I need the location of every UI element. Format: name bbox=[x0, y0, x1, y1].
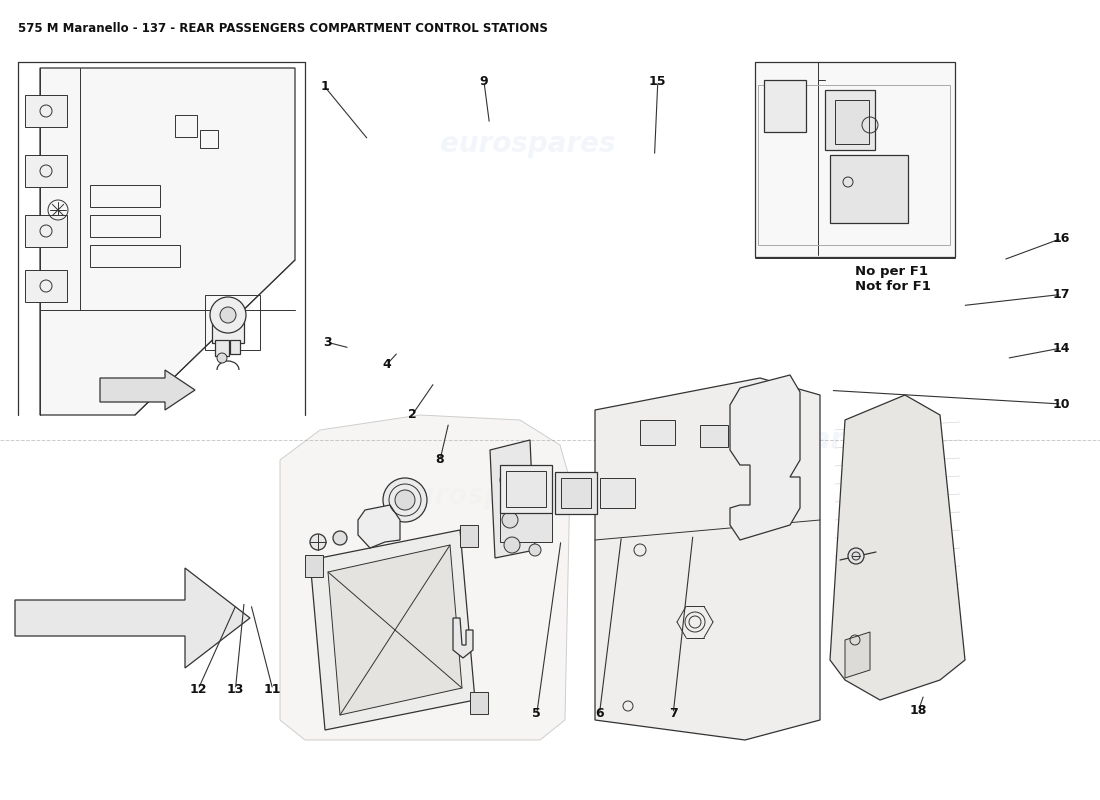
Bar bbox=[500, 512, 552, 542]
Polygon shape bbox=[453, 618, 473, 658]
Text: 13: 13 bbox=[227, 683, 244, 696]
Polygon shape bbox=[100, 370, 195, 410]
Bar bbox=[25, 95, 67, 127]
Text: 2: 2 bbox=[408, 408, 417, 421]
Bar bbox=[25, 215, 67, 247]
Circle shape bbox=[217, 353, 227, 363]
Bar bbox=[200, 130, 218, 148]
Circle shape bbox=[210, 297, 246, 333]
Bar bbox=[212, 315, 244, 343]
Circle shape bbox=[310, 534, 326, 550]
Text: 10: 10 bbox=[1053, 398, 1070, 410]
Text: eurospares: eurospares bbox=[704, 426, 880, 454]
Bar bbox=[556, 472, 597, 514]
Circle shape bbox=[500, 470, 520, 490]
Text: 14: 14 bbox=[1053, 342, 1070, 354]
Text: 7: 7 bbox=[669, 707, 678, 720]
Polygon shape bbox=[310, 530, 475, 730]
Polygon shape bbox=[40, 68, 295, 415]
Bar bbox=[825, 90, 874, 150]
Bar bbox=[460, 525, 478, 547]
Text: 8: 8 bbox=[436, 454, 444, 466]
Bar bbox=[214, 340, 229, 356]
Polygon shape bbox=[328, 545, 462, 715]
Bar bbox=[470, 692, 488, 714]
Text: 3: 3 bbox=[323, 336, 332, 349]
Bar bbox=[90, 245, 180, 267]
Circle shape bbox=[848, 548, 864, 564]
Bar bbox=[506, 471, 546, 507]
Bar bbox=[755, 62, 955, 257]
Bar bbox=[90, 185, 160, 207]
Text: eurospares: eurospares bbox=[77, 290, 253, 318]
Circle shape bbox=[220, 307, 236, 323]
Text: 11: 11 bbox=[264, 683, 282, 696]
Polygon shape bbox=[15, 568, 250, 668]
Polygon shape bbox=[358, 505, 400, 548]
Text: 5: 5 bbox=[532, 707, 541, 720]
Bar bbox=[230, 340, 240, 354]
Text: 1: 1 bbox=[320, 80, 329, 93]
Bar bbox=[700, 425, 728, 447]
Circle shape bbox=[529, 544, 541, 556]
Bar bbox=[500, 465, 552, 513]
Text: eurospares: eurospares bbox=[77, 130, 253, 158]
Text: No per F1
Not for F1: No per F1 Not for F1 bbox=[855, 265, 931, 293]
Polygon shape bbox=[595, 378, 820, 740]
Circle shape bbox=[383, 478, 427, 522]
Polygon shape bbox=[845, 632, 870, 678]
Bar bbox=[758, 85, 950, 245]
Circle shape bbox=[502, 512, 518, 528]
Text: 12: 12 bbox=[189, 683, 207, 696]
Circle shape bbox=[333, 531, 346, 545]
Bar bbox=[830, 155, 908, 223]
Circle shape bbox=[504, 537, 520, 553]
Bar bbox=[25, 155, 67, 187]
Circle shape bbox=[395, 490, 415, 510]
Bar bbox=[600, 478, 635, 508]
Bar bbox=[205, 295, 260, 350]
Polygon shape bbox=[280, 415, 570, 740]
Polygon shape bbox=[830, 395, 965, 700]
Polygon shape bbox=[730, 375, 800, 540]
Text: 6: 6 bbox=[595, 707, 604, 720]
Text: 4: 4 bbox=[383, 358, 392, 370]
Bar bbox=[835, 100, 869, 144]
Bar bbox=[25, 270, 67, 302]
Text: 575 M Maranello - 137 - REAR PASSENGERS COMPARTMENT CONTROL STATIONS: 575 M Maranello - 137 - REAR PASSENGERS … bbox=[18, 22, 548, 35]
Text: eurospares: eurospares bbox=[440, 130, 616, 158]
Text: 18: 18 bbox=[910, 704, 927, 717]
Bar bbox=[305, 555, 323, 577]
Circle shape bbox=[852, 552, 860, 560]
Bar bbox=[90, 215, 160, 237]
Polygon shape bbox=[490, 440, 535, 558]
Text: 9: 9 bbox=[480, 75, 488, 88]
Text: 15: 15 bbox=[649, 75, 667, 88]
Text: 16: 16 bbox=[1053, 232, 1070, 245]
Bar bbox=[640, 420, 675, 445]
Bar bbox=[175, 115, 197, 137]
Text: 17: 17 bbox=[1053, 288, 1070, 301]
Bar bbox=[561, 478, 591, 508]
Bar bbox=[764, 80, 806, 132]
Text: eurospares: eurospares bbox=[396, 482, 572, 510]
